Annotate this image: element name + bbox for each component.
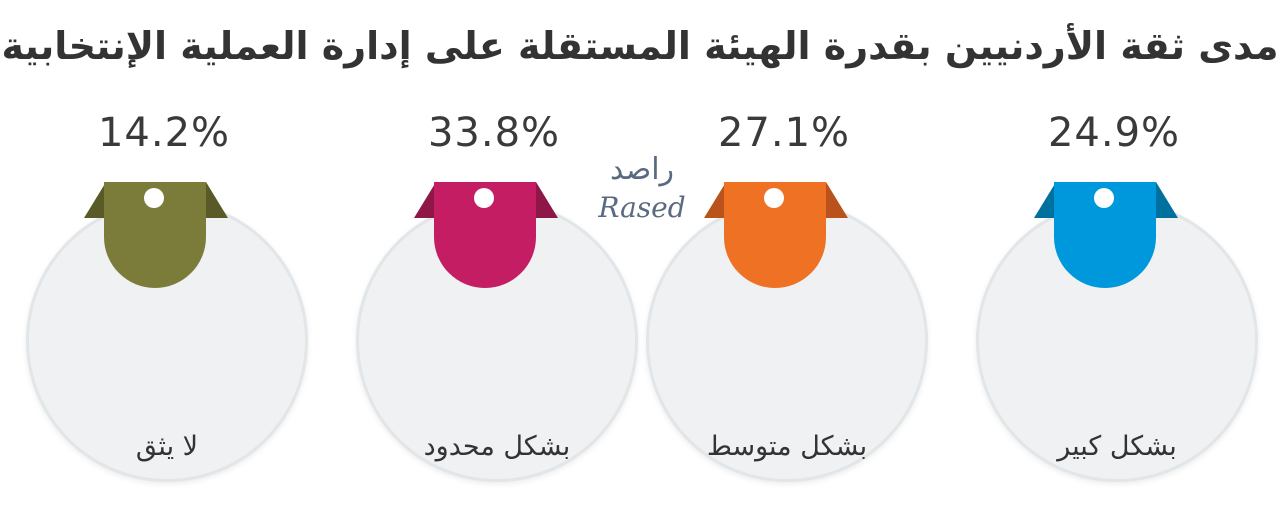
chart-item: 27.1% بشكل متوسط [634, 100, 934, 520]
ribbon-tag [704, 182, 864, 292]
chart-item: 14.2% لا يثق [14, 100, 314, 520]
ribbon-bookmark [434, 182, 536, 288]
ribbon-hole [144, 188, 164, 208]
watermark-latin: Rased [598, 191, 686, 224]
ribbon-fold-right [536, 182, 558, 218]
chart-item: 24.9% بشكل كبير [964, 100, 1264, 520]
ribbon-hole [474, 188, 494, 208]
watermark-logo: راصد Rased [582, 150, 702, 234]
ribbon-hole [764, 188, 784, 208]
ribbon-fold-left [414, 182, 436, 218]
chart-item: 33.8% بشكل محدود [344, 100, 644, 520]
chart-title: مدى ثقة الأردنيين بقدرة الهيئة المستقلة … [1, 24, 1279, 68]
category-label: بشكل كبير [1057, 431, 1177, 462]
data-label: 24.9% [1047, 110, 1181, 156]
ribbon-tag [84, 182, 244, 292]
ribbon-fold-right [1156, 182, 1178, 218]
ribbon-fold-right [826, 182, 848, 218]
ribbon-bookmark [104, 182, 206, 288]
ribbon-bookmark [1054, 182, 1156, 288]
ribbon-hole [1094, 188, 1114, 208]
watermark-arabic: راصد [609, 152, 675, 187]
data-label: 14.2% [97, 110, 231, 156]
category-label: بشكل متوسط [706, 431, 868, 462]
category-label: لا يثق [135, 431, 199, 462]
ribbon-fold-right [206, 182, 228, 218]
ribbon-tag [1034, 182, 1194, 292]
data-label: 27.1% [717, 110, 851, 156]
data-label: 33.8% [427, 110, 561, 156]
ribbon-bookmark [724, 182, 826, 288]
ribbon-fold-left [704, 182, 726, 218]
category-label: بشكل محدود [423, 431, 571, 462]
ribbon-fold-left [84, 182, 106, 218]
ribbon-tag [414, 182, 574, 292]
ribbon-fold-left [1034, 182, 1056, 218]
